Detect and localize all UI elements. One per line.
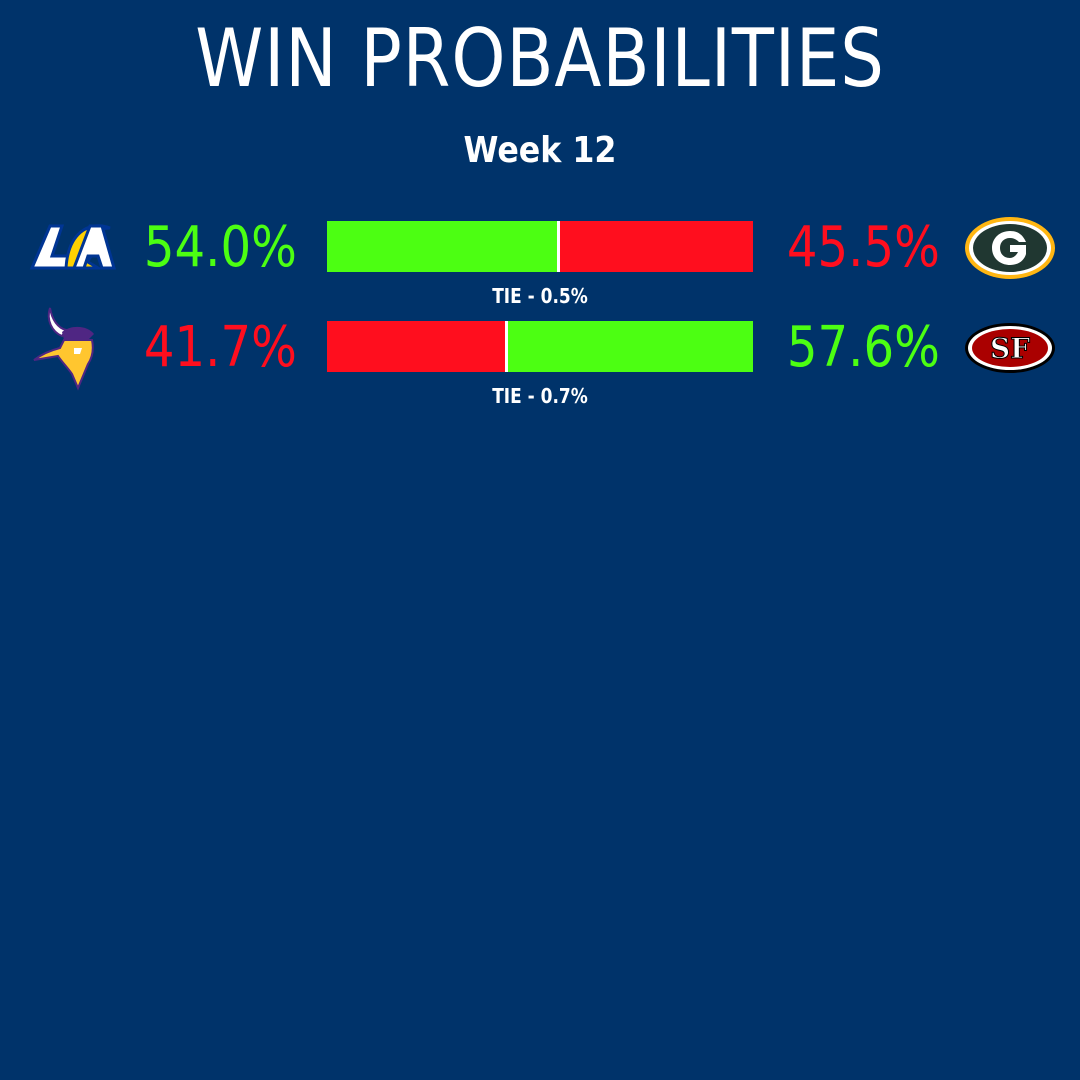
probability-bar [327, 221, 753, 272]
left-team-segment [327, 221, 557, 272]
left-team-pct: 41.7% [143, 315, 297, 380]
svg-text:SF: SF [990, 332, 1030, 365]
rams-logo-icon [22, 198, 118, 294]
left-team-segment [327, 321, 505, 372]
probability-bar [327, 321, 753, 372]
right-team-segment [559, 221, 753, 272]
left-team-pct: 54.0% [143, 215, 297, 280]
tie-divider [504, 321, 508, 372]
right-team-pct: 45.5% [786, 215, 940, 280]
page-title: WIN PROBABILITIES [195, 12, 885, 105]
game-row-1: 54.0% 45.5% TIE - 0.5% [0, 198, 1080, 308]
packers-logo-icon [962, 200, 1058, 296]
right-team-segment [507, 321, 753, 372]
49ers-logo-icon: SF [962, 300, 1058, 396]
game-row-2: 41.7% 57.6% SF TIE - 0.7% [0, 298, 1080, 408]
tie-label: TIE - 0.7% [492, 384, 588, 408]
page-subtitle: Week 12 [463, 130, 617, 171]
vikings-logo-icon [22, 298, 118, 394]
tie-label: TIE - 0.5% [492, 284, 588, 308]
tie-divider [556, 221, 560, 272]
right-team-pct: 57.6% [786, 315, 940, 380]
